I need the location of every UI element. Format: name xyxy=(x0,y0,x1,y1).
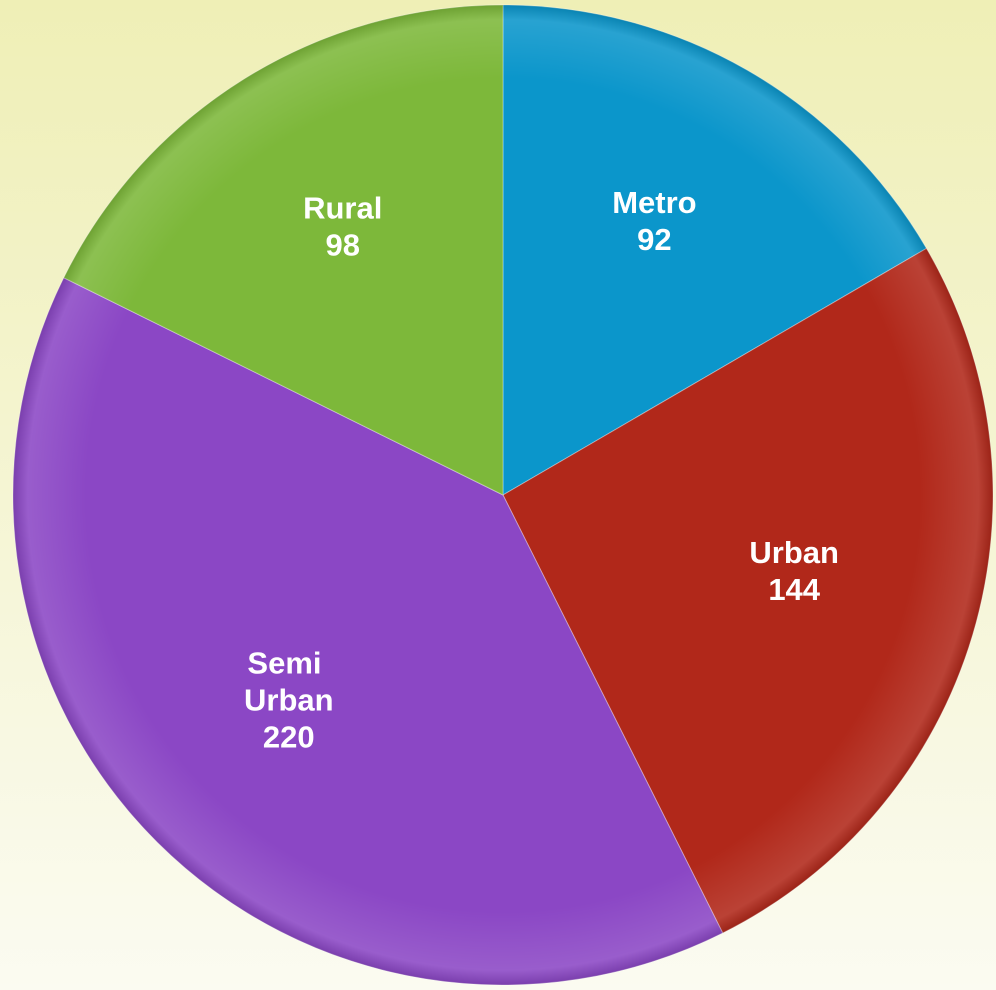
category-label: Urban xyxy=(749,535,839,570)
value-label: 144 xyxy=(768,572,820,607)
pie xyxy=(12,4,994,986)
value-label: 98 xyxy=(325,227,359,262)
value-label: 220 xyxy=(263,719,315,754)
category-label: Rural xyxy=(303,190,382,225)
category-label: Semi Urban xyxy=(244,645,334,717)
category-label: Metro xyxy=(612,185,696,220)
value-label: 92 xyxy=(637,222,671,257)
